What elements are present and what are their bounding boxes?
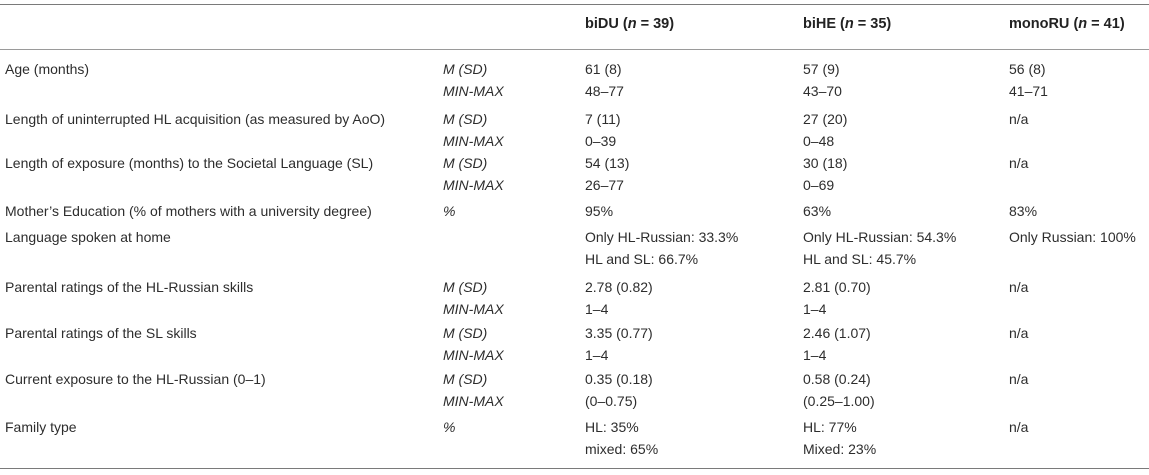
cell-monoru: 83% — [1009, 203, 1038, 219]
cell-bidu: 26–77 — [585, 177, 624, 193]
cell-bihe: 30 (18) — [803, 155, 848, 171]
row-label: Mother’s Education (% of mothers with a … — [5, 203, 372, 219]
row-label: Family type — [5, 419, 77, 435]
cell-bihe: 57 (9) — [803, 61, 840, 77]
cell-bihe: 0.58 (0.24) — [803, 371, 871, 387]
stat-label: MIN-MAX — [443, 133, 504, 149]
stat-label: M (SD) — [443, 111, 488, 127]
stat-label: MIN-MAX — [443, 393, 504, 409]
cell-bidu: (0–0.75) — [585, 393, 638, 409]
row-label: Parental ratings of the HL-Russian skill… — [5, 279, 254, 295]
cell-bihe: 1–4 — [803, 301, 827, 317]
cell-bidu: HL and SL: 66.7% — [585, 251, 699, 267]
stat-label: MIN-MAX — [443, 347, 504, 363]
cell-bidu: 2.78 (0.82) — [585, 279, 653, 295]
cell-bihe: 2.81 (0.70) — [803, 279, 871, 295]
cell-monoru: n/a — [1009, 325, 1029, 341]
cell-monoru: Only Russian: 100% — [1009, 229, 1136, 245]
header-rule — [0, 49, 1149, 50]
cell-monoru: n/a — [1009, 371, 1029, 387]
cell-monoru: 41–71 — [1009, 83, 1048, 99]
cell-bihe: 27 (20) — [803, 111, 848, 127]
stat-label: MIN-MAX — [443, 301, 504, 317]
stat-label: % — [443, 419, 456, 435]
cell-bihe: 0–69 — [803, 177, 835, 193]
cell-bihe: 1–4 — [803, 347, 827, 363]
cell-bihe: 2.46 (1.07) — [803, 325, 871, 341]
cell-bihe: 63% — [803, 203, 832, 219]
cell-monoru: n/a — [1009, 155, 1029, 171]
cell-bihe: 43–70 — [803, 83, 842, 99]
cell-bidu: 3.35 (0.77) — [585, 325, 653, 341]
column-header-bidu: biDU (n = 39) — [585, 16, 675, 32]
cell-bidu: HL: 35% — [585, 419, 639, 435]
row-label: Current exposure to the HL-Russian (0–1) — [5, 371, 266, 387]
table-top-rule — [0, 4, 1149, 5]
stat-label: MIN-MAX — [443, 83, 504, 99]
stat-label: M (SD) — [443, 279, 488, 295]
cell-bihe: HL and SL: 45.7% — [803, 251, 917, 267]
cell-bidu: 48–77 — [585, 83, 624, 99]
stat-label: M (SD) — [443, 155, 488, 171]
cell-bihe: Mixed: 23% — [803, 441, 877, 457]
row-label: Parental ratings of the SL skills — [5, 325, 197, 341]
stat-label: M (SD) — [443, 325, 488, 341]
row-label: Age (months) — [5, 61, 90, 77]
cell-bidu: 7 (11) — [585, 111, 621, 127]
stat-label: MIN-MAX — [443, 177, 504, 193]
cell-bihe: HL: 77% — [803, 419, 857, 435]
cell-bihe: 0–48 — [803, 133, 835, 149]
column-header-bihe: biHE (n = 35) — [803, 16, 892, 32]
cell-bidu: 0–39 — [585, 133, 617, 149]
cell-bidu: 54 (13) — [585, 155, 630, 171]
cell-bidu: 1–4 — [585, 301, 609, 317]
column-header-monoru: monoRU (n = 41) — [1009, 16, 1125, 32]
cell-bidu: 61 (8) — [585, 61, 622, 77]
row-label: Length of uninterrupted HL acquisition (… — [5, 111, 386, 127]
cell-bidu: 1–4 — [585, 347, 609, 363]
cell-bihe: (0.25–1.00) — [803, 393, 875, 409]
cell-monoru: n/a — [1009, 111, 1029, 127]
cell-monoru: n/a — [1009, 279, 1029, 295]
cell-bidu: mixed: 65% — [585, 441, 659, 457]
cell-bidu: Only HL-Russian: 33.3% — [585, 229, 739, 245]
cell-bidu: 0.35 (0.18) — [585, 371, 653, 387]
row-label: Length of exposure (months) to the Socie… — [5, 155, 374, 171]
row-label: Language spoken at home — [5, 229, 171, 245]
table-bottom-rule — [0, 468, 1149, 469]
cell-bidu: 95% — [585, 203, 614, 219]
stat-label: M (SD) — [443, 61, 488, 77]
cell-monoru: 56 (8) — [1009, 61, 1046, 77]
cell-bihe: Only HL-Russian: 54.3% — [803, 229, 957, 245]
stat-label: M (SD) — [443, 371, 488, 387]
cell-monoru: n/a — [1009, 419, 1029, 435]
stat-label: % — [443, 203, 456, 219]
